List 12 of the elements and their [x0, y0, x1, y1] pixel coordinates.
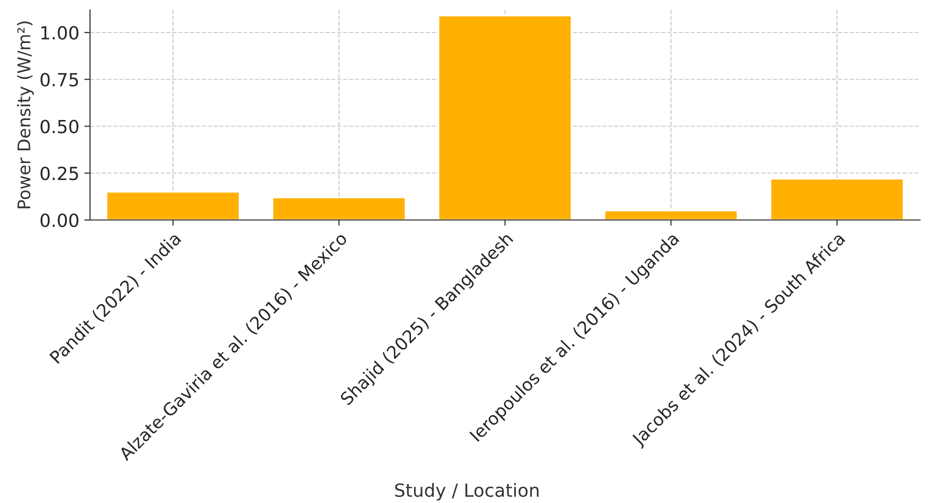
y-tick-label: 0.00 [40, 213, 78, 228]
bar [604, 210, 738, 220]
y-axis-title: Power Density (W/m²) [17, 22, 34, 208]
y-tick-label: 0.75 [40, 72, 78, 86]
bar [438, 14, 572, 220]
x-axis-title: Study / Location [395, 483, 538, 500]
y-tick-label: 0.50 [40, 120, 78, 134]
bar [272, 196, 406, 220]
bar [106, 191, 240, 220]
y-tick-label: 1.00 [41, 26, 78, 40]
bar [770, 178, 904, 220]
y-tick-label: 0.25 [40, 166, 78, 180]
